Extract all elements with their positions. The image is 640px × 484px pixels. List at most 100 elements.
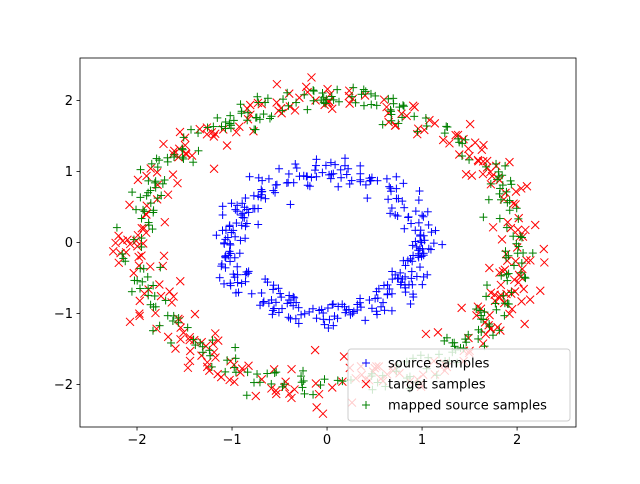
data-point [416, 236, 425, 245]
data-point [511, 200, 520, 209]
data-point [342, 305, 351, 314]
data-point [359, 85, 368, 94]
data-point [187, 151, 197, 160]
data-point [359, 101, 368, 110]
data-point [119, 254, 128, 263]
series-source-samples [212, 154, 447, 333]
data-point [165, 287, 174, 296]
data-point [159, 139, 168, 149]
data-point [271, 298, 280, 307]
data-point [271, 181, 280, 190]
data-point [235, 249, 244, 258]
data-point [301, 82, 311, 92]
data-point [211, 353, 220, 362]
y-tick-label: 2 [65, 94, 73, 109]
data-point [284, 313, 293, 322]
data-point [270, 304, 279, 313]
data-point [241, 234, 250, 243]
data-point [250, 378, 259, 387]
data-point [464, 330, 473, 339]
data-point [137, 251, 146, 260]
data-point [207, 127, 217, 137]
data-point [363, 194, 372, 203]
data-point [339, 352, 349, 361]
data-point [318, 409, 328, 419]
data-point [413, 127, 422, 136]
data-point [504, 269, 513, 278]
data-point [231, 343, 240, 352]
data-point [205, 346, 214, 355]
data-point [303, 181, 312, 190]
data-point [386, 105, 395, 114]
data-point [138, 239, 148, 248]
data-point [271, 389, 281, 399]
data-point [261, 194, 270, 203]
data-point [274, 284, 283, 293]
data-point [153, 194, 162, 203]
data-point [152, 154, 161, 163]
data-point [387, 204, 396, 213]
data-point [146, 164, 156, 173]
data-point [367, 100, 376, 109]
data-point [179, 133, 188, 142]
data-point [312, 172, 321, 181]
data-point [213, 369, 223, 379]
data-point [507, 304, 517, 314]
data-point [136, 193, 145, 202]
x-tick-label: 1 [418, 433, 426, 448]
data-point [229, 377, 239, 387]
data-point [213, 336, 223, 346]
data-point [396, 268, 405, 277]
data-point [398, 197, 407, 206]
data-point [275, 164, 284, 173]
data-point [156, 263, 165, 272]
data-point [129, 235, 138, 244]
data-point [244, 361, 253, 371]
data-point [221, 367, 230, 376]
data-point [409, 251, 418, 260]
data-point [300, 309, 309, 318]
data-point [290, 106, 300, 115]
data-point [237, 364, 247, 373]
data-point [337, 173, 346, 182]
data-point [394, 119, 403, 128]
data-point [356, 177, 365, 186]
data-point [287, 393, 296, 403]
data-point [233, 207, 242, 216]
data-point [442, 122, 451, 131]
data-point [512, 204, 521, 213]
data-point [274, 308, 283, 317]
data-point [528, 249, 537, 258]
data-point [308, 304, 317, 313]
data-point [221, 118, 230, 127]
data-point [517, 233, 526, 242]
data-point [231, 127, 241, 137]
data-point [327, 170, 336, 179]
data-point [149, 281, 158, 290]
data-point [284, 178, 293, 187]
data-point [348, 309, 357, 318]
data-point [297, 372, 306, 381]
data-point [315, 306, 324, 315]
data-point [465, 119, 475, 129]
data-point [389, 99, 398, 108]
data-point [514, 214, 523, 223]
data-point [402, 111, 412, 121]
data-point [320, 375, 329, 384]
data-point [325, 315, 334, 324]
data-point [185, 356, 195, 366]
data-point [138, 277, 147, 286]
data-point [361, 87, 370, 96]
data-point [226, 240, 235, 249]
data-point [276, 289, 285, 298]
data-point [418, 211, 427, 220]
data-point [282, 178, 291, 187]
data-point [303, 105, 312, 114]
data-point [424, 244, 433, 253]
data-point [511, 187, 521, 197]
data-point [505, 309, 514, 319]
data-point [148, 225, 157, 234]
data-point [218, 210, 227, 219]
data-point [407, 274, 416, 283]
data-point [419, 212, 428, 221]
